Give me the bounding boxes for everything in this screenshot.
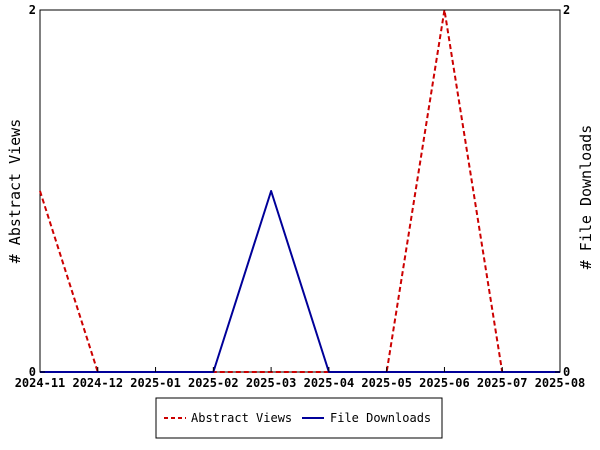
y-left-tick-label: 0 [29,365,36,379]
y-right-tick-label: 2 [563,3,570,17]
plot-area [39,9,561,373]
x-tick-label: 2024-11 [15,376,66,390]
legend-label-file-downloads: File Downloads [330,411,431,425]
y-right-tick-label: 0 [563,365,570,379]
x-tick-label: 2025-05 [361,376,412,390]
x-tick-label: 2025-08 [535,376,586,390]
y-left-label: # Abstract Views [6,119,24,264]
x-tick-label: 2025-03 [246,376,297,390]
legend-label-abstract-views: Abstract Views [191,411,292,425]
x-tick-label: 2025-07 [477,376,528,390]
series-line-file-downloads [40,190,560,373]
x-tick-label: 2025-06 [419,376,470,390]
y-left-tick-label: 2 [29,3,36,17]
x-tick-label: 2025-04 [304,376,355,390]
x-tick-label: 2025-01 [130,376,181,390]
x-tick-label: 2024-12 [72,376,123,390]
y-right-label: # File Downloads [577,125,595,270]
x-tick-label: 2025-02 [188,376,239,390]
legend: Abstract Views File Downloads [155,397,443,439]
